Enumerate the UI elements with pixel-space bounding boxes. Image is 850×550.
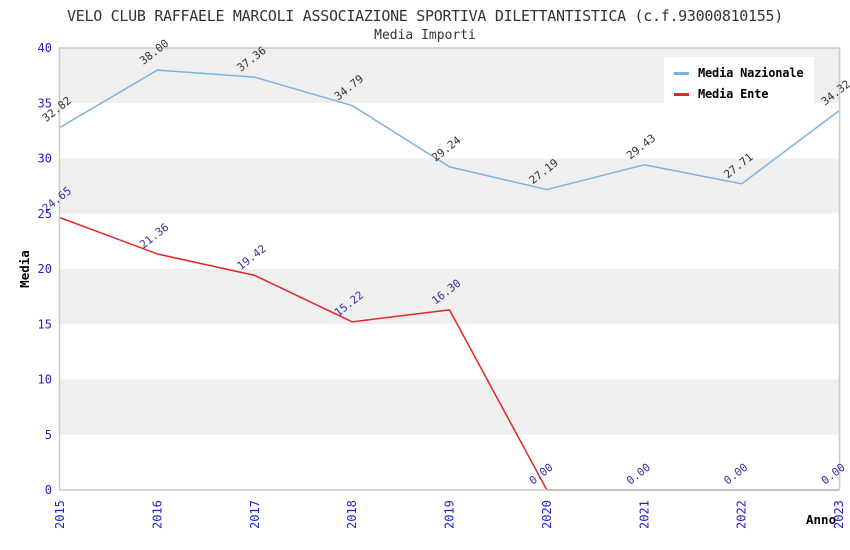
legend-item-media-nazionale: Media Nazionale bbox=[674, 66, 806, 80]
legend-label-ente: Media Ente bbox=[698, 87, 769, 101]
plot-band bbox=[59, 324, 840, 380]
x-tick-label: 2020 bbox=[540, 500, 554, 529]
x-tick-label: 2015 bbox=[53, 500, 67, 529]
x-tick-label: 2017 bbox=[248, 500, 262, 529]
x-tick-label: 2019 bbox=[443, 500, 457, 529]
x-tick-label: 2016 bbox=[150, 500, 164, 529]
legend-line-swatch-nazionale bbox=[674, 71, 689, 75]
legend-item-media-ente: Media Ente bbox=[674, 87, 806, 101]
y-tick-label: 25 bbox=[38, 207, 52, 221]
plot-band bbox=[59, 269, 840, 325]
x-tick-label: 2021 bbox=[637, 500, 651, 529]
y-tick-label: 35 bbox=[38, 96, 52, 110]
y-tick-label: 0 bbox=[45, 483, 52, 497]
y-tick-label: 40 bbox=[38, 41, 52, 55]
y-tick-label: 5 bbox=[45, 428, 52, 442]
plot-band bbox=[59, 103, 840, 159]
legend-line-swatch-ente bbox=[674, 92, 689, 96]
x-tick-label: 2018 bbox=[345, 500, 359, 529]
x-tick-label: 2022 bbox=[735, 500, 749, 529]
plot-band bbox=[59, 158, 840, 214]
y-tick-label: 15 bbox=[38, 317, 52, 331]
y-axis-title: Media bbox=[17, 250, 32, 288]
series-line-media-nazionale bbox=[59, 69, 840, 191]
plot-band bbox=[59, 434, 840, 490]
plot-band bbox=[59, 379, 840, 435]
legend: Media Nazionale Media Ente bbox=[664, 57, 814, 109]
x-tick-label: 2023 bbox=[832, 500, 846, 529]
y-tick-label: 10 bbox=[38, 373, 52, 387]
plot-band bbox=[59, 213, 840, 269]
legend-label-nazionale: Media Nazionale bbox=[698, 66, 804, 80]
plot-border bbox=[58, 47, 841, 491]
y-tick-label: 30 bbox=[38, 152, 52, 166]
x-axis-title: Anno bbox=[806, 512, 836, 527]
chart-subtitle: Media Importi bbox=[374, 28, 476, 43]
y-tick-label: 20 bbox=[38, 262, 52, 276]
chart-title: VELO CLUB RAFFAELE MARCOLI ASSOCIAZIONE … bbox=[67, 7, 783, 25]
